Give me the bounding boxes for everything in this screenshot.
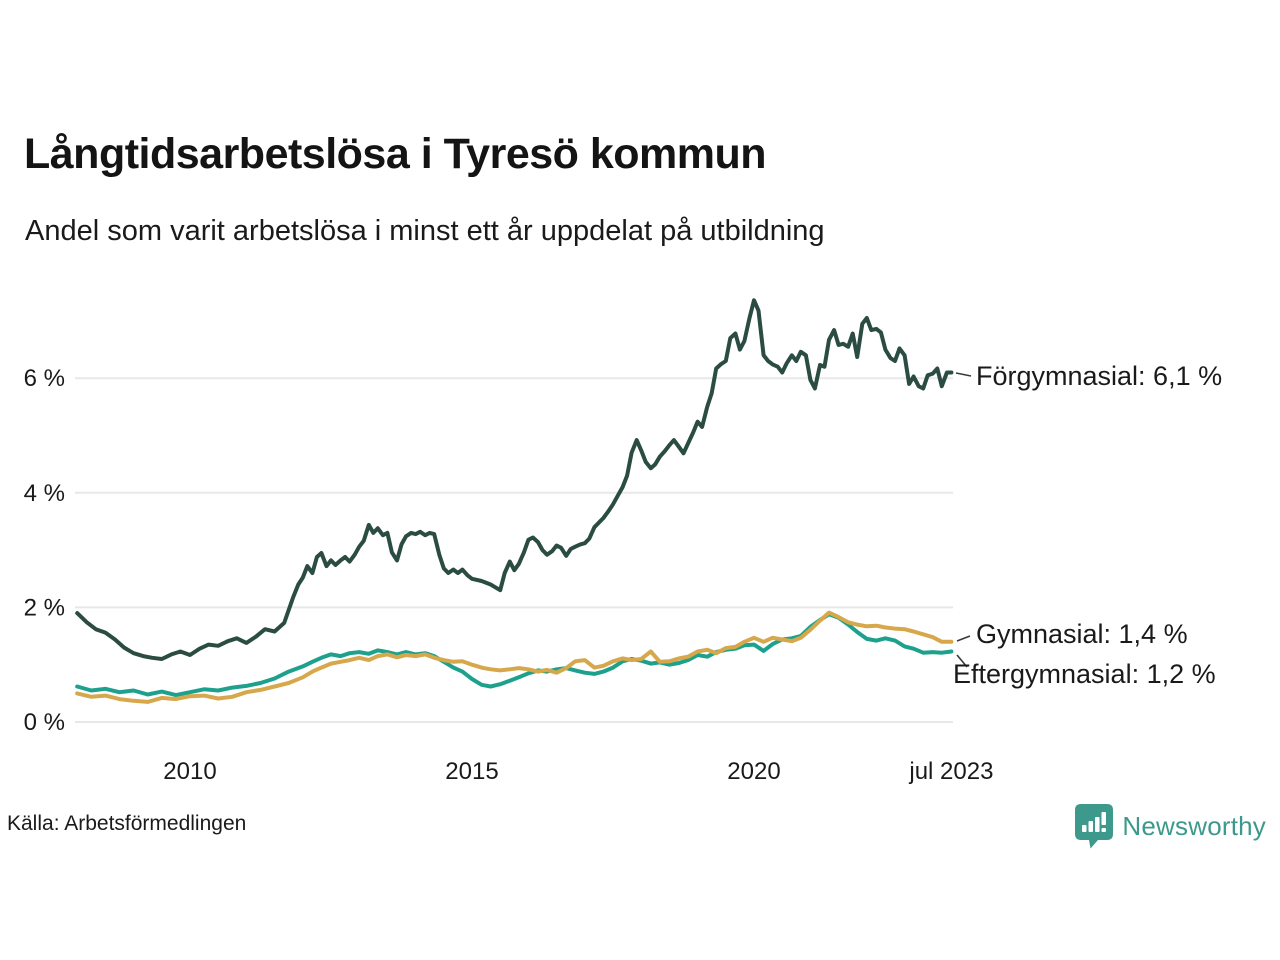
leader-forgymnasial-label bbox=[955, 372, 972, 377]
brand-name: Newsworthy bbox=[1122, 810, 1266, 841]
series-line-eftergymnasial bbox=[75, 612, 954, 698]
gymnasial-label: Gymnasial: 1,4 % bbox=[976, 619, 1188, 649]
x-tick-label: jul 2023 bbox=[908, 758, 993, 785]
x-tick-label: 2015 bbox=[445, 758, 498, 785]
eftergymnasial-label: Eftergymnasial: 1,2 % bbox=[953, 659, 1216, 689]
y-tick-label: 0 % bbox=[24, 709, 65, 736]
x-tick-label: 2020 bbox=[727, 758, 780, 785]
page-title: Långtidsarbetslösa i Tyresö kommun bbox=[24, 130, 767, 178]
series-line-gymnasial bbox=[75, 610, 954, 704]
page-subtitle: Andel som varit arbetslösa i minst ett å… bbox=[25, 215, 825, 247]
leader-eftergymnasial-label bbox=[956, 654, 968, 668]
y-tick-label: 6 % bbox=[24, 365, 65, 392]
forgymnasial-label: Förgymnasial: 6,1 % bbox=[976, 361, 1222, 391]
leader-gymnasial-label bbox=[956, 635, 971, 642]
newsworthy-icon bbox=[1075, 804, 1114, 849]
source-note: Källa: Arbetsförmedlingen bbox=[7, 812, 247, 835]
y-tick-label: 4 % bbox=[24, 480, 65, 507]
x-tick-label: 2010 bbox=[163, 758, 216, 785]
series-line-forgymnasial bbox=[75, 298, 954, 661]
y-tick-label: 2 % bbox=[24, 594, 65, 621]
brand-logo: Newsworthy bbox=[1074, 803, 1266, 849]
